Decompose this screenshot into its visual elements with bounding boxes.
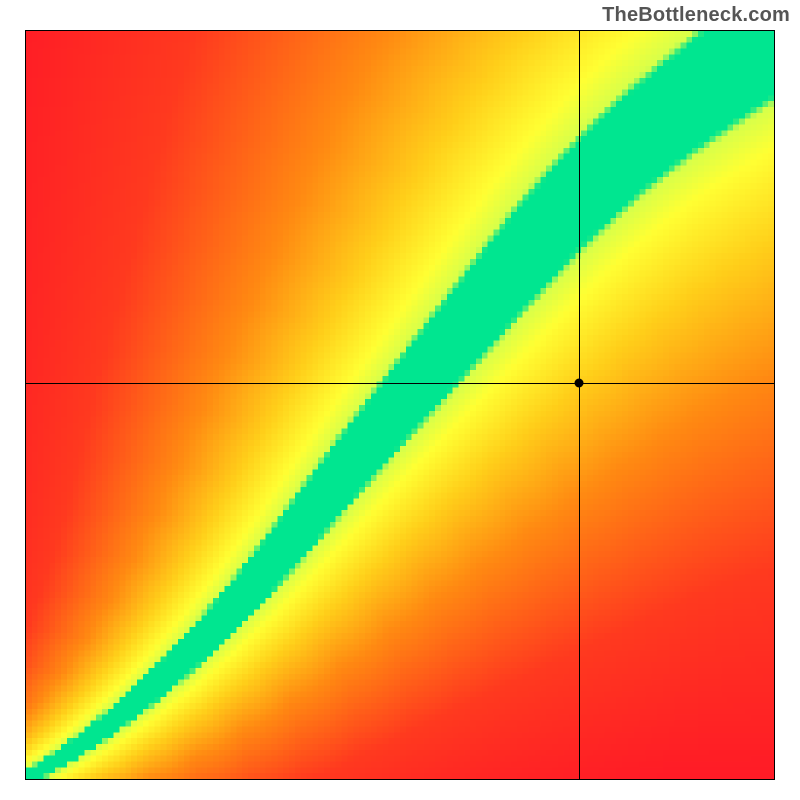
heatmap-canvas [26,31,774,779]
figure: TheBottleneck.com [0,0,800,800]
watermark-text: TheBottleneck.com [602,4,790,27]
heatmap-plot [25,30,775,780]
